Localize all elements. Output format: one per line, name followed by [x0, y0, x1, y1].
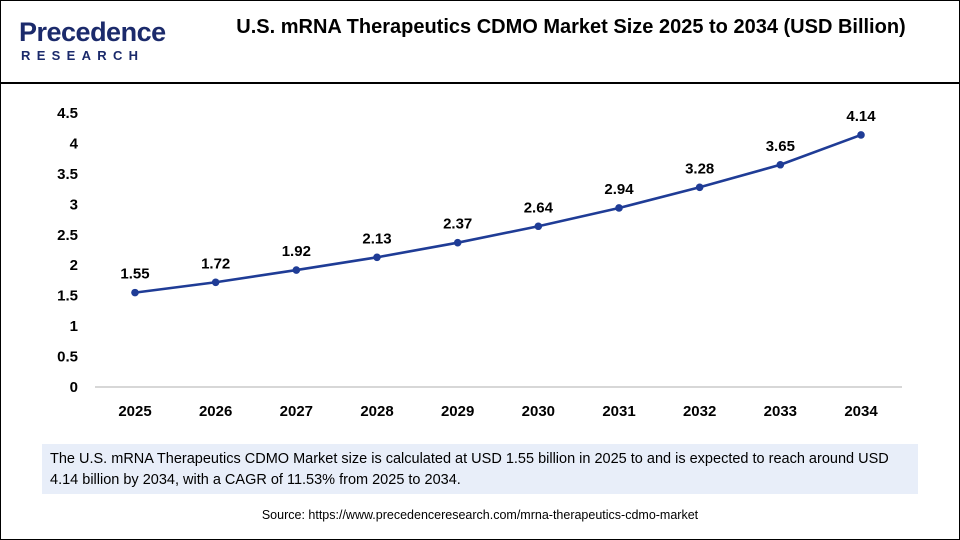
brand-name: Precedence [19, 17, 166, 47]
data-point [695, 183, 704, 192]
x-tick-label: 2032 [683, 403, 716, 420]
chart-axes: 0 0.5 1 1.5 2 2.5 3 3.5 4 4.5 2025 2026 2027 2028 2029… [57, 105, 902, 420]
data-label: 2.37 [443, 216, 472, 233]
data-point [373, 253, 381, 262]
data-point [857, 131, 865, 139]
y-tick-label: 3 [70, 196, 78, 213]
data-point [292, 266, 301, 274]
summary-note: The U.S. mRNA Therapeutics CDMO Market s… [42, 444, 918, 494]
data-label: 2.13 [362, 230, 391, 247]
x-tick-label: 2031 [602, 403, 635, 420]
y-tick-label: 2.5 [57, 227, 78, 244]
y-tick-label: 2 [70, 257, 78, 274]
x-tick-label: 2034 [844, 403, 878, 420]
x-tick-label: 2027 [280, 403, 313, 420]
x-tick-label: 2030 [522, 403, 555, 420]
y-tick-label: 1 [70, 318, 78, 335]
data-point [534, 222, 543, 231]
y-tick-label: 4 [70, 135, 79, 152]
series-line [134, 133, 862, 294]
x-tick-label: 2029 [441, 403, 474, 420]
data-point [615, 204, 623, 212]
source-text: Source: https://www.precedenceresearch.c… [261, 508, 699, 522]
data-label: 1.92 [282, 243, 311, 260]
chart-series: 1.55 1.72 1.92 2.13 2.37 2.64 2.94 3.28 3.65 4.14 [120, 108, 876, 297]
chart-title: U.S. mRNA Therapeutics CDMO Market Size … [236, 16, 906, 38]
data-point [453, 238, 462, 247]
y-tick-label: 0.5 [57, 349, 78, 366]
data-label: 2.64 [524, 199, 554, 216]
header: Precedence RESEARCH U.S. mRNA Therapeuti… [1, 1, 959, 81]
data-label: 2.94 [604, 181, 634, 198]
line-chart: 0 0.5 1 1.5 2 2.5 3 3.5 4 4.5 2025 2026 2027 2028 2029… [57, 105, 902, 420]
data-label: 1.72 [201, 255, 230, 272]
y-tick-label: 1.5 [57, 288, 78, 305]
y-tick-label: 3.5 [57, 166, 78, 183]
y-tick-label: 4.5 [57, 105, 78, 122]
data-label: 3.28 [685, 160, 714, 177]
data-label: 3.65 [766, 138, 795, 155]
x-tick-label: 2028 [360, 403, 393, 420]
data-point [211, 278, 220, 287]
data-label: 1.55 [120, 266, 149, 283]
x-tick-label: 2026 [199, 403, 232, 420]
header-divider [1, 82, 959, 84]
x-tick-label: 2033 [764, 403, 797, 420]
data-point [131, 288, 139, 297]
data-point [776, 160, 785, 169]
y-tick-label: 0 [70, 379, 78, 396]
brand-logo: Precedence RESEARCH [19, 13, 179, 73]
data-label: 4.14 [846, 108, 876, 125]
x-tick-label: 2025 [118, 403, 151, 420]
brand-sub: RESEARCH [21, 48, 145, 63]
